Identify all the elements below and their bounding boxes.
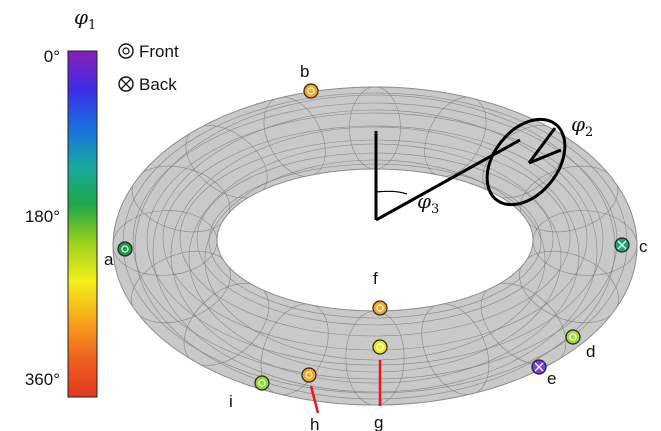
point-h-marker	[301, 367, 317, 383]
back-cross-icon	[617, 240, 627, 250]
point-label-b: b	[300, 62, 309, 81]
point-d-marker	[565, 329, 581, 345]
colorbar-title: φ1	[74, 5, 96, 33]
front-symbol-icon	[376, 343, 384, 351]
front-symbol-icon	[307, 87, 315, 95]
point-h	[301, 367, 317, 383]
phi3-arc	[375, 190, 408, 195]
point-g-marker	[372, 339, 388, 355]
colorbar-tick-180: 180°	[25, 207, 60, 226]
colorbar-tick-0: 0°	[44, 47, 60, 66]
point-f-marker	[372, 300, 388, 316]
legend-front-label: Front	[139, 42, 179, 61]
front-symbol-icon	[258, 379, 266, 387]
point-label-c: c	[639, 237, 648, 256]
point-label-g: g	[374, 413, 383, 431]
phi2-label: φ2	[571, 112, 593, 140]
colorbar-gradient	[67, 50, 98, 398]
phi2-circle	[485, 117, 567, 207]
point-label-a: a	[104, 250, 114, 269]
phi3-angle: φ3	[374, 131, 521, 222]
torus-outer-edge	[112, 86, 638, 406]
point-i	[254, 375, 270, 391]
phi3-label: φ3	[417, 189, 439, 217]
point-g	[372, 339, 388, 355]
point-c	[614, 237, 630, 253]
point-label-i: i	[229, 392, 233, 411]
phi3-radial-line	[375, 138, 521, 222]
point-label-d: d	[586, 342, 595, 361]
front-symbol-icon	[121, 245, 129, 253]
point-f	[372, 300, 388, 316]
point-b	[303, 83, 319, 99]
point-i-marker	[254, 375, 270, 391]
phi2-arm-right	[528, 148, 562, 165]
phi2-arm-up	[527, 127, 557, 164]
point-a-marker	[117, 241, 133, 257]
front-symbol-icon	[569, 333, 577, 341]
back-cross-icon	[534, 362, 544, 372]
point-label-h: h	[310, 415, 319, 431]
point-d	[565, 329, 581, 345]
phi2-angle: φ2	[485, 112, 593, 207]
pointer-line-h	[309, 385, 320, 414]
colorbar-tick-360: 360°	[25, 370, 60, 389]
point-e	[531, 359, 547, 375]
front-symbol-icon	[376, 304, 384, 312]
point-label-f: f	[373, 269, 378, 288]
point-a	[117, 241, 133, 257]
point-b-marker	[303, 83, 319, 99]
point-label-e: e	[547, 369, 556, 388]
colorbar: φ1 0° 180° 360°	[25, 5, 98, 398]
front-symbol-icon	[305, 371, 313, 379]
front-symbol-icon	[118, 43, 134, 59]
